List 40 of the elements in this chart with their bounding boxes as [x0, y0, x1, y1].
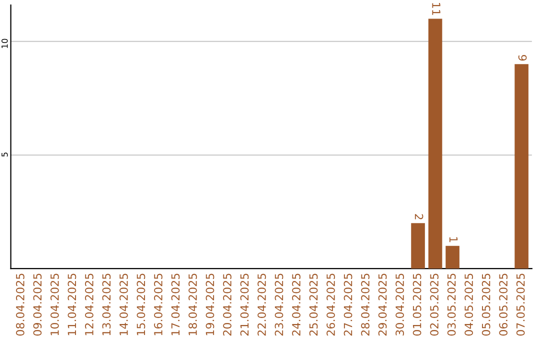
- x-tick-label: 27.04.2025: [344, 274, 352, 336]
- x-tick-label: 08.04.2025: [16, 274, 24, 336]
- x-tick-label: 05.05.2025: [482, 274, 490, 336]
- x-tick-label: 06.05.2025: [499, 274, 508, 336]
- x-tick-label: 04.05.2025: [464, 274, 474, 336]
- x-tick-label: 07.05.2025: [516, 274, 525, 336]
- x-tick-label: 09.04.2025: [33, 274, 42, 336]
- x-tick-label: 22.04.2025: [258, 274, 266, 336]
- x-tick-label: 30.04.2025: [396, 274, 404, 336]
- x-tick-label: 15.04.2025: [136, 274, 146, 336]
- data-label: 2: [414, 214, 424, 220]
- x-tick-label: 16.04.2025: [154, 274, 162, 336]
- x-tick-label: 11.04.2025: [68, 274, 76, 336]
- x-tick-label: 10.04.2025: [50, 274, 59, 336]
- x-tick-label: 03.05.2025: [447, 274, 456, 336]
- x-tick-label: 19.04.2025: [206, 274, 214, 336]
- x-tick-label: 24.04.2025: [292, 274, 300, 336]
- x-tick-label: 28.04.2025: [361, 274, 370, 336]
- x-tick-label: 02.05.2025: [430, 274, 438, 336]
- x-tick-label: 14.04.2025: [120, 274, 128, 336]
- y-tick-label: 5: [2, 152, 8, 157]
- bar: [428, 18, 442, 269]
- bar: [446, 246, 460, 269]
- x-tick-label: 20.04.2025: [223, 274, 232, 336]
- x-tick-label: 12.04.2025: [84, 274, 94, 336]
- y-tick-label: 10: [1, 38, 8, 48]
- x-tick-label: 18.04.2025: [188, 274, 197, 336]
- x-tick-label: 13.04.2025: [102, 274, 111, 336]
- x-tick-label: 26.04.2025: [326, 274, 335, 336]
- x-tick-label: 25.04.2025: [309, 274, 318, 336]
- x-tick-label: 21.04.2025: [240, 274, 249, 336]
- data-label: 9: [518, 55, 527, 61]
- x-tick-label: 23.04.2025: [274, 274, 284, 336]
- data-label: 1: [449, 237, 458, 242]
- x-tick-label: 01.05.2025: [412, 274, 422, 336]
- bar: [514, 64, 528, 269]
- data-label: 11: [432, 3, 440, 15]
- bar: [411, 223, 425, 269]
- x-tick-label: 17.04.2025: [171, 274, 180, 336]
- x-tick-label: 29.04.2025: [378, 274, 387, 336]
